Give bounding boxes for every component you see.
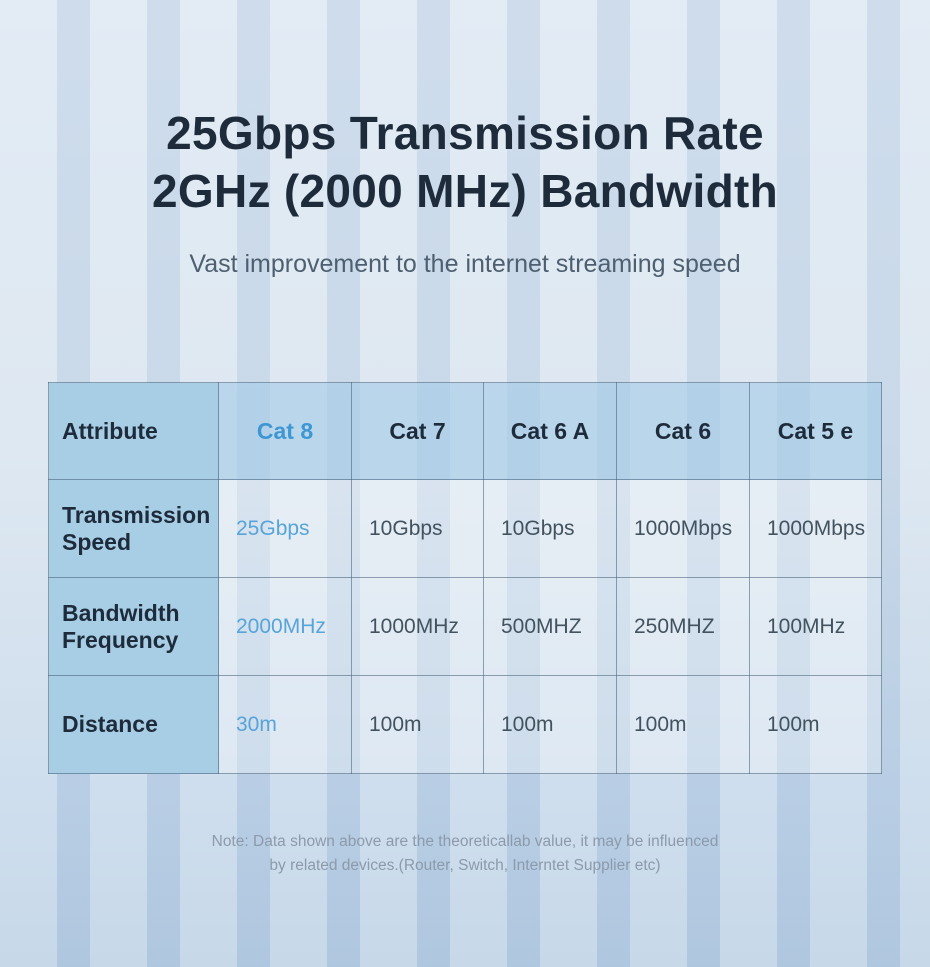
footnote: Note: Data shown above are the theoretic… bbox=[0, 830, 930, 878]
title-line-1: 25Gbps Transmission Rate bbox=[166, 107, 764, 159]
value-cat7-bandwidth: 1000MHz bbox=[351, 577, 484, 676]
value-cat6-distance: 100m bbox=[616, 675, 750, 774]
value-cat8-bandwidth: 2000MHz bbox=[218, 577, 352, 676]
header-cell-attribute: Attribute bbox=[48, 382, 219, 480]
header-cell-cat6a: Cat 6 A bbox=[483, 382, 617, 480]
page-title: 25Gbps Transmission Rate 2GHz (2000 MHz)… bbox=[0, 0, 930, 220]
title-line-2: 2GHz (2000 MHz) Bandwidth bbox=[151, 165, 778, 217]
footnote-line-1: Note: Data shown above are the theoretic… bbox=[211, 833, 719, 850]
comparison-table: Attribute Cat 8 Cat 7 Cat 6 A Cat 6 Cat … bbox=[48, 382, 882, 774]
row-label-transmission-speed: Transmission Speed bbox=[48, 479, 219, 578]
value-cat6a-bandwidth: 500MHZ bbox=[483, 577, 617, 676]
header-cell-cat5e: Cat 5 e bbox=[749, 382, 882, 480]
page-subtitle: Vast improvement to the internet streami… bbox=[189, 250, 741, 278]
value-cat6-speed: 1000Mbps bbox=[616, 479, 750, 578]
table-header-row: Attribute Cat 8 Cat 7 Cat 6 A Cat 6 Cat … bbox=[48, 382, 882, 480]
value-cat6a-speed: 10Gbps bbox=[483, 479, 617, 578]
value-cat8-distance: 30m bbox=[218, 675, 352, 774]
table-row-transmission-speed: Transmission Speed 25Gbps 10Gbps 10Gbps … bbox=[48, 479, 882, 578]
value-cat6a-distance: 100m bbox=[483, 675, 617, 774]
value-cat6-bandwidth: 250MHZ bbox=[616, 577, 750, 676]
value-cat5e-bandwidth: 100MHz bbox=[749, 577, 882, 676]
table-row-distance: Distance 30m 100m 100m 100m 100m bbox=[48, 675, 882, 774]
footnote-line-2: by related devices.(Router, Switch, Inte… bbox=[269, 857, 661, 874]
value-cat5e-speed: 1000Mbps bbox=[749, 479, 882, 578]
table-row-bandwidth-frequency: Bandwidth Frequency 2000MHz 1000MHz 500M… bbox=[48, 577, 882, 676]
header-cell-cat7: Cat 7 bbox=[351, 382, 484, 480]
header-cell-cat8: Cat 8 bbox=[218, 382, 352, 480]
row-label-bandwidth-frequency: Bandwidth Frequency bbox=[48, 577, 219, 676]
header-cell-cat6: Cat 6 bbox=[616, 382, 750, 480]
value-cat8-speed: 25Gbps bbox=[218, 479, 352, 578]
row-label-distance: Distance bbox=[48, 675, 219, 774]
value-cat7-distance: 100m bbox=[351, 675, 484, 774]
value-cat5e-distance: 100m bbox=[749, 675, 882, 774]
value-cat7-speed: 10Gbps bbox=[351, 479, 484, 578]
